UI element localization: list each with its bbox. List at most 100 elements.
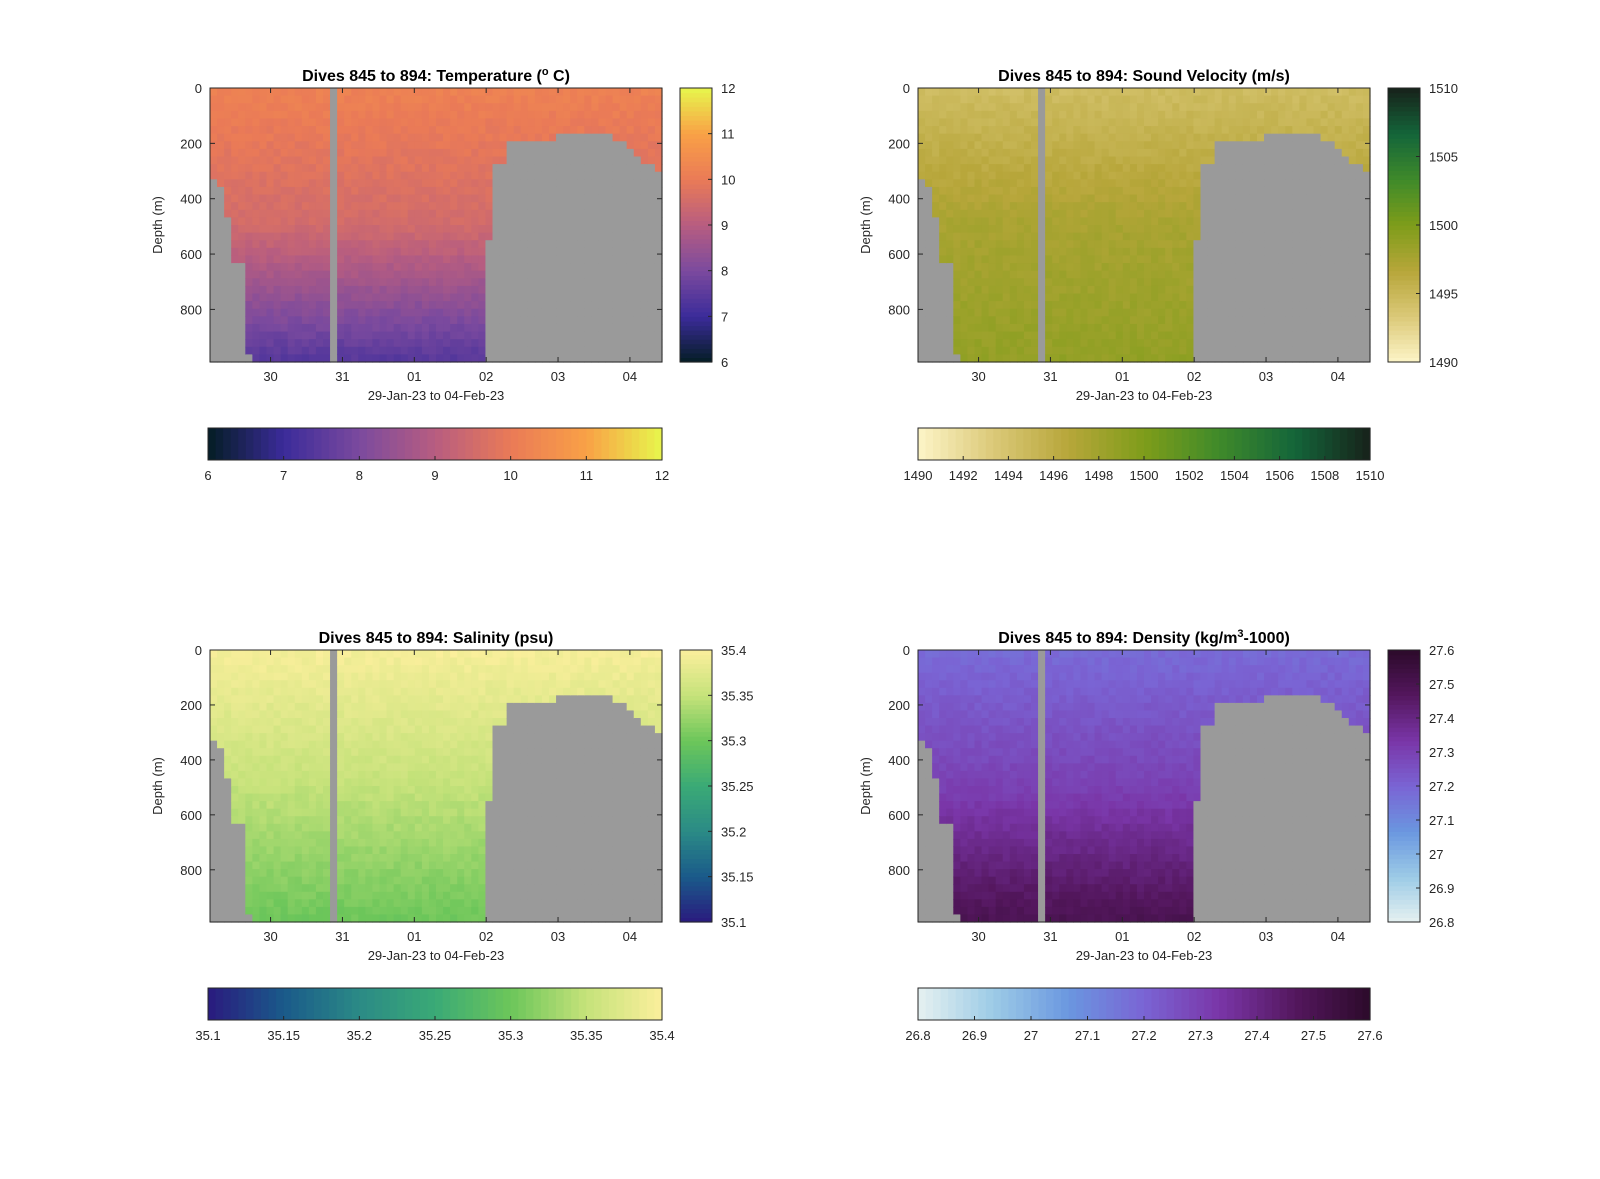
heatmap-cell (570, 293, 578, 302)
heatmap-cell (436, 156, 444, 165)
heatmap-cell (280, 285, 289, 295)
heatmap-cell (1038, 247, 1046, 257)
heatmap-cell (640, 339, 649, 348)
heatmap-cell (1200, 255, 1209, 264)
heatmap-cell (1073, 103, 1082, 112)
heatmap-cell (1108, 247, 1117, 257)
colorbar-swatch (321, 428, 330, 460)
heatmap-cell (407, 171, 416, 180)
heatmap-cell (1059, 156, 1067, 165)
heatmap-cell (549, 331, 557, 340)
heatmap-cell (421, 293, 430, 302)
heatmap-cell (1038, 331, 1046, 340)
heatmap-cell (946, 240, 954, 249)
colorbar-tick-label: 1500 (1429, 218, 1458, 233)
colorbar-swatch (985, 428, 994, 460)
heatmap-cell (428, 141, 437, 150)
heatmap-cell (1172, 293, 1180, 302)
heatmap-cell (471, 232, 479, 241)
heatmap-cell (1087, 209, 1096, 218)
heatmap-cell (1016, 110, 1025, 120)
heatmap-cell (967, 133, 976, 142)
heatmap-cell (344, 225, 352, 234)
heatmap-cell (1059, 301, 1067, 310)
heatmap-cell (598, 354, 607, 363)
heatmap-cell (506, 171, 515, 180)
heatmap-cell (612, 110, 621, 120)
heatmap-cell (946, 186, 954, 196)
heatmap-cell (280, 148, 289, 158)
heatmap-cell (591, 255, 600, 264)
heatmap-cell (323, 323, 331, 333)
heatmap-cell (953, 255, 961, 264)
heatmap-cell (499, 255, 508, 264)
heatmap-cell (1327, 316, 1336, 325)
heatmap-cell (1136, 240, 1145, 249)
heatmap-cell (633, 103, 642, 112)
heatmap-cell (626, 141, 635, 150)
heatmap-cell (478, 217, 487, 226)
heatmap-cell (245, 285, 253, 295)
colorbar-swatch (1388, 307, 1420, 313)
heatmap-cell (1313, 202, 1322, 211)
heatmap-cell (464, 95, 472, 104)
heatmap-cell (506, 301, 515, 310)
heatmap-cell (1257, 308, 1265, 317)
heatmap-cell (337, 164, 345, 173)
heatmap-cell (1165, 346, 1173, 355)
heatmap-cell (386, 179, 395, 188)
heatmap-cell (1136, 354, 1145, 363)
heatmap-cell (436, 202, 444, 211)
heatmap-cell (918, 331, 926, 340)
heatmap-cell (598, 118, 607, 127)
heatmap-cell (386, 255, 395, 264)
heatmap-cell (443, 339, 451, 348)
heatmap-cell (939, 148, 947, 158)
heatmap-cell (337, 186, 345, 196)
heatmap-cell (400, 346, 409, 355)
heatmap-cell (245, 156, 253, 165)
heatmap-cell (1052, 202, 1060, 211)
heatmap-cell (988, 179, 997, 188)
heatmap-cell (1285, 95, 1293, 104)
heatmap-cell (556, 133, 564, 142)
heatmap-cell (1193, 179, 1202, 188)
heatmap-cell (330, 133, 338, 142)
heatmap-cell (1073, 110, 1082, 120)
heatmap-cell (210, 247, 218, 257)
heatmap-cell (1179, 339, 1187, 348)
heatmap-cell (1228, 164, 1237, 173)
heatmap-cell (386, 293, 395, 302)
heatmap-cell (1292, 110, 1300, 120)
heatmap-cell (570, 88, 578, 97)
heatmap-cell (918, 141, 926, 150)
heatmap-cell (308, 209, 317, 218)
heatmap-cell (393, 232, 402, 241)
heatmap-cell (1016, 240, 1025, 249)
heatmap-cell (988, 133, 997, 142)
heatmap-cell (344, 316, 352, 325)
heatmap-cell (570, 316, 578, 325)
heatmap-cell (386, 194, 395, 203)
heatmap-cell (337, 156, 345, 165)
heatmap-cell (1200, 270, 1209, 279)
heatmap-cell (1257, 346, 1265, 355)
heatmap-cell (605, 301, 614, 310)
heatmap-cell (1087, 270, 1096, 279)
heatmap-cell (471, 354, 479, 363)
heatmap-cell (1101, 285, 1110, 295)
heatmap-cell (478, 110, 487, 120)
heatmap-cell (513, 270, 522, 279)
heatmap-field (210, 650, 663, 923)
heatmap-cell (1292, 301, 1300, 310)
heatmap-cell (967, 308, 976, 317)
heatmap-cell (1341, 247, 1350, 257)
heatmap-cell (1355, 103, 1364, 112)
heatmap-cell (231, 255, 239, 264)
heatmap-cell (1179, 194, 1187, 203)
heatmap-cell (1292, 186, 1300, 196)
heatmap-cell (1045, 232, 1053, 241)
heatmap-cell (570, 164, 578, 173)
heatmap-cell (1362, 255, 1371, 264)
heatmap-cell (1249, 141, 1258, 150)
